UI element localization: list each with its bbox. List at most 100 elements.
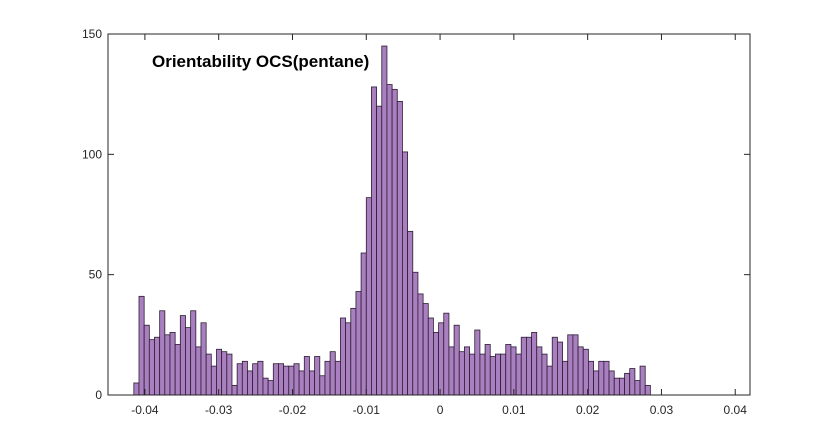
histogram-bar <box>288 365 295 396</box>
histogram-bar <box>257 360 264 396</box>
histogram-bar <box>386 84 393 396</box>
histogram-bar <box>169 332 176 396</box>
histogram-bar <box>360 252 367 396</box>
histogram-bar <box>438 322 445 396</box>
histogram-bar <box>365 197 372 396</box>
histogram-bar <box>226 353 233 396</box>
histogram-bar <box>174 344 181 396</box>
histogram-bar <box>133 382 140 396</box>
histogram-bar <box>231 384 238 396</box>
x-tick-label: -0.02 <box>279 403 307 417</box>
histogram-bar <box>319 375 326 396</box>
histogram-bar <box>298 370 305 396</box>
x-tick-label: 0.01 <box>502 403 526 417</box>
histogram-bar <box>241 360 248 396</box>
x-tick-label: 0.03 <box>650 403 674 417</box>
chart-title: Orientability OCS(pentane) <box>152 52 369 71</box>
histogram-bar <box>159 310 166 396</box>
histogram-bar <box>541 353 548 396</box>
histogram-bar <box>448 346 455 396</box>
histogram-bar <box>593 370 600 396</box>
histogram-bar <box>412 271 419 396</box>
histogram-bar <box>520 336 527 396</box>
plot-frame <box>107 33 751 396</box>
histogram-bar <box>433 332 439 396</box>
histogram-bar <box>443 312 450 396</box>
x-tick-label: 0.02 <box>576 403 600 417</box>
histogram-bar <box>458 351 465 396</box>
histogram-bar <box>608 370 615 396</box>
histogram-bar <box>376 105 383 396</box>
histogram-bar <box>469 353 476 396</box>
histogram-bar <box>407 230 414 396</box>
y-tick-label: 150 <box>82 27 102 41</box>
histogram-bar <box>148 339 155 396</box>
histogram-bar <box>536 346 543 396</box>
histogram-bar <box>587 360 594 396</box>
x-tick-label: -0.01 <box>353 403 381 417</box>
x-tick-label: 0.04 <box>724 403 748 417</box>
histogram-bar <box>154 336 161 396</box>
histogram-bar <box>603 360 610 396</box>
histogram-bar <box>190 310 197 396</box>
histogram-bar <box>200 322 207 396</box>
histogram-bar <box>185 327 192 396</box>
histogram-bar <box>329 351 336 396</box>
histogram-bar <box>179 315 186 396</box>
x-axis-ticks: -0.04 -0.03 -0.02 -0.01 0 0.01 0.02 0.03 0.04 <box>131 34 747 417</box>
histogram-bar <box>283 365 290 396</box>
x-tick-label: -0.03 <box>205 403 233 417</box>
histogram-bar <box>236 363 243 396</box>
histogram-bar <box>624 372 631 396</box>
histogram-bar <box>427 317 434 396</box>
histogram-bar <box>381 45 388 396</box>
histogram-bar <box>371 86 378 396</box>
histogram-bar <box>309 370 316 396</box>
histogram-bar <box>355 291 362 396</box>
histogram-bar <box>221 351 228 396</box>
histogram-bar <box>278 363 285 396</box>
y-tick-label: 50 <box>89 268 103 282</box>
y-tick-label: 100 <box>82 147 102 161</box>
histogram-bar <box>345 322 352 396</box>
histogram-bar <box>546 365 553 396</box>
histogram-bar <box>489 356 496 396</box>
histogram-bar <box>247 370 254 396</box>
histogram-bar <box>340 317 347 396</box>
histogram-bar <box>613 377 620 396</box>
histogram-bar <box>500 353 507 396</box>
histogram-bar <box>495 353 501 396</box>
histogram-bar <box>484 344 491 396</box>
histogram-bar <box>324 360 331 396</box>
histogram-bar <box>526 336 532 396</box>
histogram-bar <box>216 348 223 396</box>
histogram-bar <box>474 329 481 396</box>
histogram-bar <box>210 365 217 396</box>
histogram-bar <box>551 336 558 396</box>
histogram-bar <box>629 368 636 396</box>
histogram-bar <box>293 363 300 396</box>
histogram-bar <box>391 88 398 396</box>
histogram-bar <box>557 341 563 396</box>
histogram-bar <box>138 295 145 396</box>
histogram-bar <box>464 346 470 396</box>
histogram-bar <box>314 356 321 396</box>
histogram-bar <box>164 334 171 396</box>
histogram-bar <box>334 360 341 396</box>
histogram-bar <box>567 334 574 396</box>
histogram-bar <box>479 353 486 396</box>
histogram-bar <box>618 377 625 396</box>
histogram-bar <box>195 346 202 396</box>
histogram-bar <box>272 363 279 396</box>
histogram-bar <box>205 353 212 396</box>
x-tick-label: 0 <box>437 403 444 417</box>
x-tick-label: -0.04 <box>131 403 159 417</box>
histogram-bar <box>267 380 274 396</box>
histogram-bar <box>505 344 512 396</box>
histogram-bar <box>396 100 403 396</box>
y-tick-label: 0 <box>95 388 102 402</box>
histogram-bar <box>562 360 569 396</box>
histogram-bar <box>453 324 460 396</box>
histogram-bar <box>639 365 646 396</box>
histogram-bar <box>350 307 357 396</box>
